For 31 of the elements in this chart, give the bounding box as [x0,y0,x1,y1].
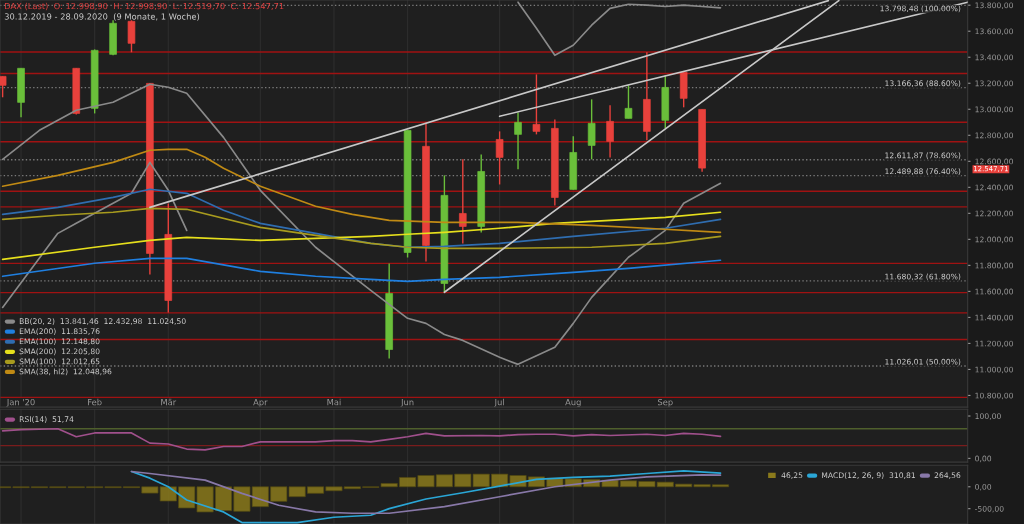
x-tick-label: Mär [161,398,177,406]
x-tick-label: Sep [657,398,673,407]
line-series [1,148,722,234]
candlestick [624,84,633,120]
line-series [1,188,722,249]
candlestick [514,111,522,171]
candlestick [606,104,614,159]
candlestick [127,19,136,53]
candlestick [0,75,7,98]
x-tick-label: Jun [400,399,414,407]
candlestick [459,158,467,245]
line-series [1,207,722,250]
x-tick-label: Mai [327,398,341,406]
line-series [130,470,722,524]
x-tick-label: Feb [88,398,102,406]
chart-title: DAX (Last) O: 12.998,90 H: 12.998,90 L: 12.519,70 C: 12.547,71 [4,2,284,11]
line-series [1,161,188,309]
x-tick-label: Apr [253,399,268,407]
candlestick [495,130,504,186]
line-series [1,211,722,261]
x-tick-label: Jan '20 [6,398,35,407]
line-series [130,470,722,515]
candlestick [532,73,541,136]
line-series [1,83,722,366]
x-tick-label: Jul [494,398,504,407]
annotation: 30.12.2019 - 28.09.2020 (9 Monate, 1 Woche) [4,13,200,21]
line-series [1,257,722,283]
line-series [517,1,722,57]
candlestick [587,98,596,161]
x-tick-label: Aug [565,399,581,407]
line-series [1,427,722,451]
